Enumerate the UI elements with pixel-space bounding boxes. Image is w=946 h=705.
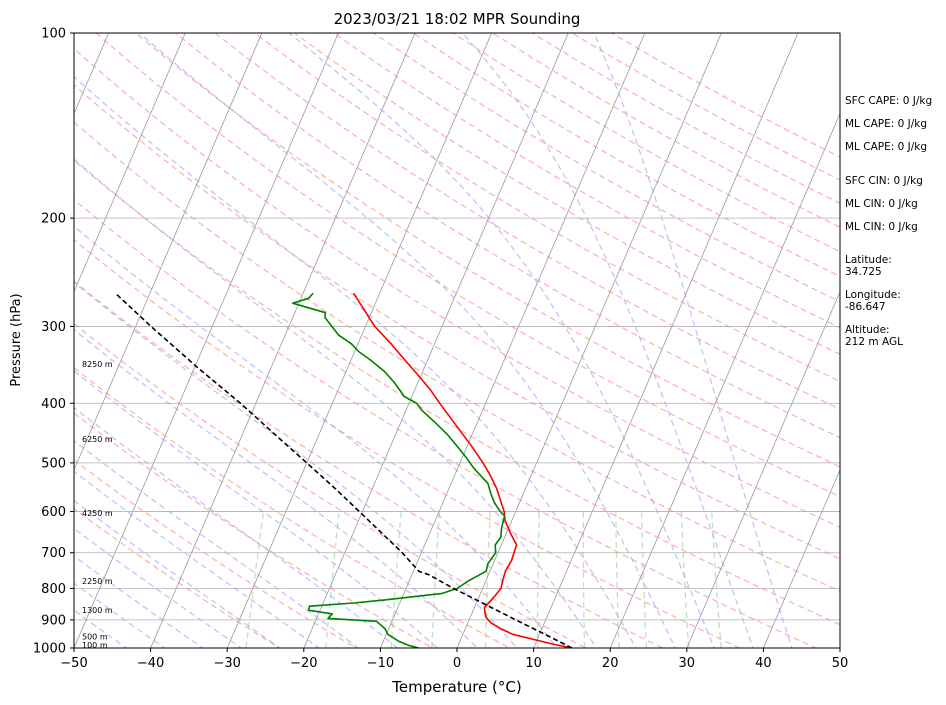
- height-label: 100 m: [82, 641, 108, 650]
- height-label: 2250 m: [82, 577, 113, 586]
- chart-title: 2023/03/21 18:02 MPR Sounding: [334, 10, 581, 28]
- dry-adiabat-line: [95, 33, 840, 498]
- x-tick-label: 20: [602, 656, 619, 671]
- dry-adiabat-line: [174, 33, 840, 439]
- sounding-info-text: 212 m AGL: [845, 336, 903, 348]
- dry-adiabat-line: [74, 323, 588, 648]
- y-tick-label: 1000: [33, 642, 66, 657]
- y-axis-label: Pressure (hPa): [9, 293, 24, 386]
- sounding-info-text: Altitude:: [845, 324, 890, 336]
- sounding-info-panel: SFC CAPE: 0 J/kg ML CAPE: 0 J/kg ML CAPE: …: [845, 95, 932, 348]
- dry-adiabat-line: [74, 366, 511, 648]
- x-tick-label: −20: [290, 656, 317, 671]
- x-tick-label: −50: [60, 656, 87, 671]
- dry-adiabat-line: [74, 238, 741, 648]
- x-tick-label: −40: [137, 656, 164, 671]
- height-label: 1300 m: [82, 606, 113, 615]
- height-label: 500 m: [82, 632, 108, 641]
- isotherm-line: [303, 33, 569, 648]
- moist-adiabat-line: [593, 33, 793, 648]
- dry-adiabat-line: [74, 159, 840, 626]
- isotherm-line: [150, 33, 416, 648]
- moist-adiabat-line: [288, 33, 715, 648]
- x-tick-label: −30: [213, 656, 240, 671]
- sounding-info-text: ML CIN: 0 J/kg: [845, 198, 918, 210]
- x-tick-label: 10: [525, 656, 542, 671]
- height-label: 6250 m: [82, 435, 113, 444]
- background-lines: [74, 33, 840, 648]
- sounding-info-text: Longitude:: [845, 289, 901, 301]
- sounding-info-text: ML CIN: 0 J/kg: [845, 221, 918, 233]
- isotherm-line: [456, 33, 722, 648]
- dry-adiabat-line: [74, 121, 840, 592]
- y-tick-label: 800: [41, 582, 66, 597]
- isotherm-line: [686, 290, 840, 648]
- y-tick-label: 700: [41, 546, 66, 561]
- y-tick-label: 100: [41, 27, 66, 42]
- isotherm-line: [609, 112, 840, 648]
- moist-adiabat-line: [74, 281, 518, 648]
- isotherm-line: [74, 33, 263, 471]
- sounding-info-text: ML CAPE: 0 J/kg: [845, 141, 927, 153]
- sounding-info-text: Latitude:: [845, 254, 892, 266]
- temperature-profile-line: [353, 292, 573, 648]
- moist-adiabat-line: [139, 33, 676, 648]
- isotherm-line: [533, 33, 799, 648]
- dry-adiabat-line: [74, 459, 358, 648]
- y-tick-label: 500: [41, 456, 66, 471]
- moist-adiabat-line: [74, 499, 281, 648]
- parcel-profile-line: [114, 292, 573, 648]
- height-label: 8250 m: [82, 360, 113, 369]
- x-axis-label: Temperature (°C): [391, 678, 521, 696]
- dry-adiabat-line: [333, 33, 840, 329]
- dry-adiabat-line: [74, 84, 840, 560]
- isotherm-line: [380, 33, 646, 648]
- x-tick-label: 50: [832, 656, 849, 671]
- isotherm-line: [226, 33, 493, 648]
- dry-adiabat-line: [74, 280, 665, 648]
- moist-adiabat-line: [74, 370, 439, 648]
- moist-adiabat-line: [74, 582, 166, 648]
- dry-adiabat-line: [74, 507, 281, 648]
- height-label: 4250 m: [82, 509, 113, 518]
- y-axis: 1000 900 800 700 600 500 400 300 200 100: [33, 27, 74, 657]
- y-tick-label: 200: [41, 212, 66, 227]
- isotherm-line: [763, 468, 840, 648]
- y-tick-label: 900: [41, 613, 66, 628]
- dry-adiabat-line: [214, 33, 840, 410]
- moist-adiabat-line: [74, 225, 558, 648]
- sounding-info-text: 34.725: [845, 266, 882, 278]
- y-tick-label: 300: [41, 320, 66, 335]
- moist-adiabat-line: [74, 609, 128, 648]
- isotherm-line: [74, 33, 339, 648]
- sounding-info-text: -86.647: [845, 301, 886, 313]
- sounding-info-text: SFC CAPE: 0 J/kg: [845, 95, 932, 107]
- x-tick-label: −10: [367, 656, 394, 671]
- sounding-info-text: SFC CIN: 0 J/kg: [845, 175, 923, 187]
- moist-adiabat-line: [74, 328, 478, 648]
- moist-adiabat-line: [74, 470, 320, 648]
- x-axis: −50 −40 −30 −20 −10 0 10 20 30 40 50: [60, 648, 848, 671]
- x-tick-label: 30: [679, 656, 696, 671]
- sounding-series: [114, 292, 573, 648]
- moist-adiabat-line: [74, 158, 598, 648]
- moist-adiabat-line: [461, 33, 754, 648]
- x-tick-label: 40: [755, 656, 772, 671]
- sounding-info-text: ML CAPE: 0 J/kg: [845, 118, 927, 130]
- y-tick-label: 400: [41, 397, 66, 412]
- y-tick-label: 600: [41, 505, 66, 520]
- isotherm-line: [74, 33, 186, 293]
- x-tick-label: 0: [453, 656, 461, 671]
- dry-adiabat-line: [74, 47, 840, 529]
- dewpoint-profile-line: [291, 292, 506, 648]
- dry-adiabat-line: [294, 33, 840, 356]
- plot-area: [74, 33, 840, 648]
